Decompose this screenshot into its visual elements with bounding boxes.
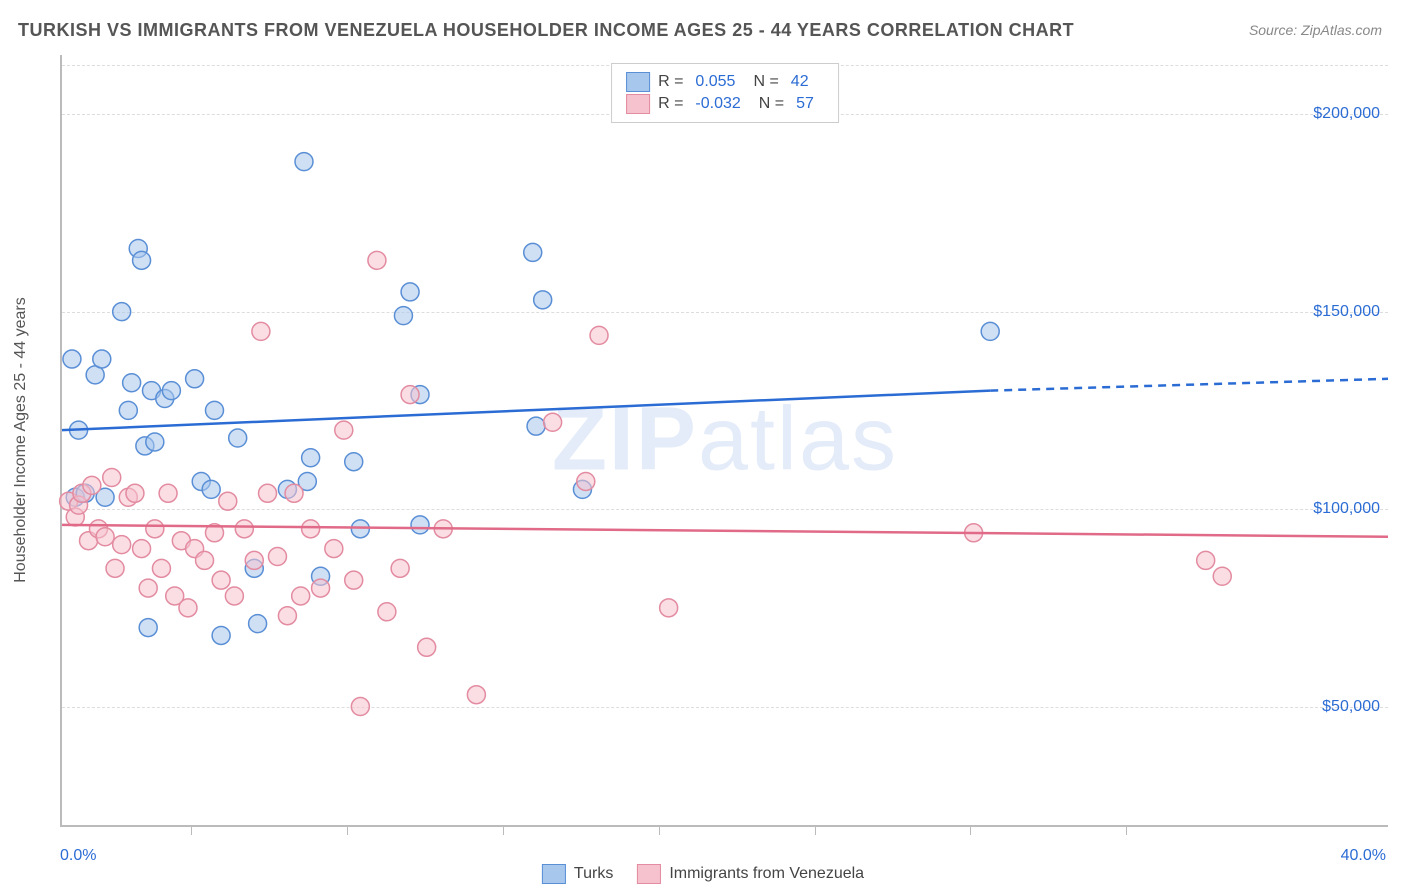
- data-point: [302, 520, 320, 538]
- data-point: [179, 599, 197, 617]
- data-point: [205, 401, 223, 419]
- data-point: [378, 603, 396, 621]
- plot-area: ZIPatlas $50,000$100,000$150,000$200,000…: [60, 55, 1388, 827]
- data-point: [133, 540, 151, 558]
- data-point: [285, 484, 303, 502]
- data-point: [119, 401, 137, 419]
- chart-source: Source: ZipAtlas.com: [1249, 22, 1382, 38]
- legend-stats: R = 0.055 N = 42 R = -0.032 N = 57: [611, 63, 839, 123]
- data-point: [146, 520, 164, 538]
- data-point: [292, 587, 310, 605]
- data-point: [146, 433, 164, 451]
- data-point: [225, 587, 243, 605]
- data-point: [106, 559, 124, 577]
- legend-label: Immigrants from Venezuela: [669, 865, 864, 883]
- data-point: [467, 686, 485, 704]
- data-point: [345, 571, 363, 589]
- data-point: [202, 480, 220, 498]
- data-point: [345, 453, 363, 471]
- trend-line: [62, 525, 1388, 537]
- legend-series: Turks Immigrants from Venezuela: [542, 864, 864, 884]
- data-point: [96, 528, 114, 546]
- data-point: [534, 291, 552, 309]
- data-point: [401, 283, 419, 301]
- data-point: [133, 251, 151, 269]
- data-point: [394, 307, 412, 325]
- trend-line-extrapolated: [990, 379, 1388, 391]
- data-point: [152, 559, 170, 577]
- legend-swatch: [637, 864, 661, 884]
- data-point: [335, 421, 353, 439]
- data-point: [186, 370, 204, 388]
- data-point: [83, 476, 101, 494]
- data-point: [259, 484, 277, 502]
- data-point: [93, 350, 111, 368]
- x-axis-max: 40.0%: [1341, 847, 1386, 865]
- data-point: [312, 579, 330, 597]
- data-point: [159, 484, 177, 502]
- data-point: [1197, 551, 1215, 569]
- data-point: [113, 536, 131, 554]
- data-point: [229, 429, 247, 447]
- data-point: [249, 615, 267, 633]
- legend-stats-row: R = -0.032 N = 57: [626, 94, 824, 114]
- data-point: [981, 322, 999, 340]
- data-point: [391, 559, 409, 577]
- trend-line: [62, 391, 990, 430]
- data-point: [113, 303, 131, 321]
- data-point: [212, 571, 230, 589]
- data-point: [527, 417, 545, 435]
- data-point: [245, 551, 263, 569]
- data-point: [139, 619, 157, 637]
- legend-stats-row: R = 0.055 N = 42: [626, 72, 824, 92]
- data-point: [103, 469, 121, 487]
- data-point: [212, 626, 230, 644]
- data-point: [368, 251, 386, 269]
- data-point: [577, 472, 595, 490]
- data-point: [401, 386, 419, 404]
- data-point: [196, 551, 214, 569]
- legend-swatch: [626, 72, 650, 92]
- legend-swatch: [542, 864, 566, 884]
- data-point: [1213, 567, 1231, 585]
- data-point: [278, 607, 296, 625]
- legend-item: Immigrants from Venezuela: [637, 864, 864, 884]
- x-axis-min: 0.0%: [60, 847, 96, 865]
- data-point: [63, 350, 81, 368]
- data-point: [219, 492, 237, 510]
- chart-container: TURKISH VS IMMIGRANTS FROM VENEZUELA HOU…: [0, 0, 1406, 892]
- data-point: [162, 382, 180, 400]
- data-point: [139, 579, 157, 597]
- data-point: [126, 484, 144, 502]
- data-point: [123, 374, 141, 392]
- y-axis-title: Householder Income Ages 25 - 44 years: [12, 297, 30, 583]
- scatter-plot: [62, 55, 1388, 825]
- data-point: [418, 638, 436, 656]
- data-point: [524, 243, 542, 261]
- data-point: [325, 540, 343, 558]
- data-point: [295, 153, 313, 171]
- data-point: [411, 516, 429, 534]
- chart-title: TURKISH VS IMMIGRANTS FROM VENEZUELA HOU…: [18, 20, 1074, 41]
- legend-label: Turks: [574, 865, 613, 883]
- legend-item: Turks: [542, 864, 613, 884]
- data-point: [268, 547, 286, 565]
- data-point: [235, 520, 253, 538]
- data-point: [544, 413, 562, 431]
- data-point: [351, 698, 369, 716]
- data-point: [660, 599, 678, 617]
- data-point: [302, 449, 320, 467]
- data-point: [252, 322, 270, 340]
- data-point: [590, 326, 608, 344]
- legend-swatch: [626, 94, 650, 114]
